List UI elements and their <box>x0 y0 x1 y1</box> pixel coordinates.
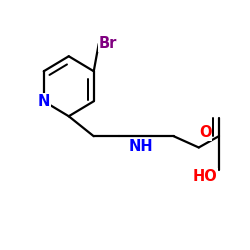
Text: NH: NH <box>129 139 154 154</box>
Text: O: O <box>199 125 211 140</box>
Text: Br: Br <box>99 36 117 51</box>
Text: N: N <box>38 94 50 109</box>
Text: HO: HO <box>192 169 218 184</box>
